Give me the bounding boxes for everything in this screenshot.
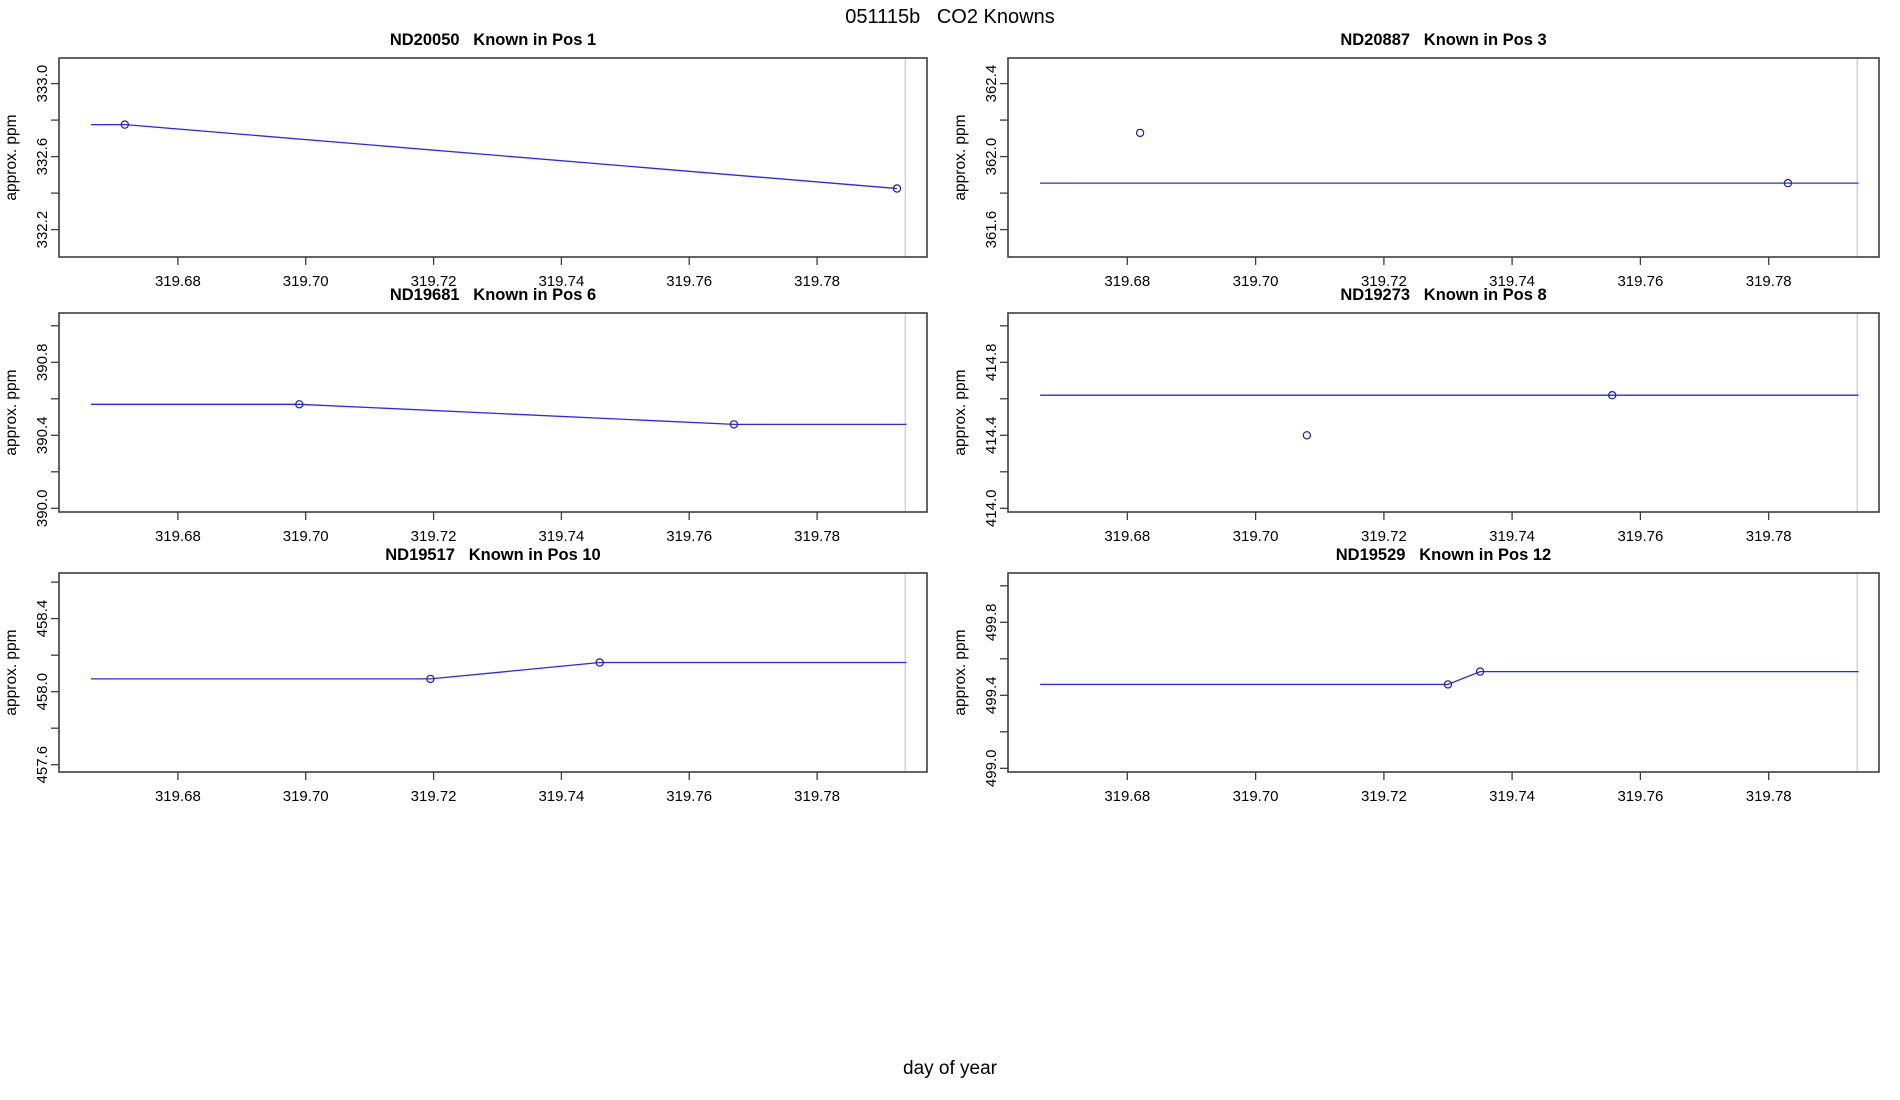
figure-title: 051115b CO2 Knowns [845, 6, 1055, 28]
x-tick-label: 319.68 [155, 788, 201, 805]
y-axis-title: approx. ppm [952, 369, 969, 455]
y-tick-label: 390.8 [34, 344, 51, 382]
panel-plot-ND19517: 457.6 458.0 458.4 319.68 319.70 319.72 319.74 3… [3, 572, 928, 805]
data-line [1040, 670, 1859, 686]
x-tick-label: 319.74 [538, 273, 584, 290]
x-tick-label: 319.70 [283, 528, 329, 545]
y-tick-label: 390.4 [34, 417, 51, 455]
panel-plot-ND19681: 390.0 390.4 390.8 319.68 319.70 319.72 319.74 3… [3, 312, 928, 545]
x-tick-label: 319.78 [794, 273, 840, 290]
y-tick-label: 457.6 [34, 746, 51, 784]
y-axis-title: approx. ppm [3, 114, 20, 200]
y-tick-label: 333.0 [34, 65, 51, 103]
plot-box [58, 57, 928, 258]
panel-title-ND20887: ND20887 Known in Pos 3 [1340, 31, 1547, 49]
panel-plot-ND20050: 332.2 332.6 333.0 319.68 319.70 319.72 319.74 3… [3, 57, 928, 290]
panel-title-ND20050: ND20050 Known in Pos 1 [389, 31, 597, 49]
x-tick-label: 319.72 [411, 788, 457, 805]
x-tick-label: 319.70 [1233, 528, 1279, 545]
data-line [91, 123, 898, 190]
x-tick-label: 319.78 [794, 528, 840, 545]
x-tick-label: 319.68 [1104, 788, 1150, 805]
y-axis-title: approx. ppm [3, 369, 20, 455]
y-tick-label: 362.0 [983, 138, 1000, 176]
x-tick-label: 319.76 [1617, 273, 1663, 290]
data-line [91, 403, 907, 426]
x-tick-label: 319.70 [283, 788, 329, 805]
data-point [1302, 431, 1312, 440]
data-point [295, 400, 304, 409]
y-tick-label: 362.4 [983, 65, 1000, 103]
data-point [1608, 390, 1617, 400]
x-tick-label: 319.70 [1233, 788, 1279, 805]
x-tick-label: 319.78 [1746, 528, 1792, 545]
x-tick-label: 319.72 [1361, 273, 1407, 290]
x-tick-label: 319.74 [1489, 788, 1535, 805]
y-tick-label: 458.0 [34, 673, 51, 711]
y-axis-title: approx. ppm [952, 114, 969, 200]
panel-plot-ND19529: 499.0 499.4 499.8 319.68 319.70 319.72 319.74 3… [952, 572, 1880, 805]
y-tick-label: 499.8 [983, 604, 1000, 642]
plot-box [1007, 57, 1880, 258]
x-tick-label: 319.68 [155, 528, 201, 545]
x-tick-label: 319.70 [1233, 273, 1279, 290]
x-tick-label: 319.72 [411, 528, 457, 545]
x-tick-label: 319.78 [794, 788, 840, 805]
data-point [1443, 680, 1453, 689]
plot-box [1007, 312, 1880, 513]
panel-plot-ND20887: 361.6 362.0 362.4 319.68 319.70 319.72 319.74 3… [952, 57, 1880, 290]
y-tick-label: 361.6 [983, 211, 1000, 249]
plot-box [1007, 572, 1880, 773]
data-point [595, 658, 604, 667]
y-tick-label: 414.4 [983, 417, 1000, 455]
x-tick-label: 319.76 [666, 788, 712, 805]
x-tick-label: 319.74 [538, 788, 584, 805]
data-point [892, 184, 902, 193]
y-tick-label: 390.0 [34, 490, 51, 528]
panel-title-ND19517: ND19517 Known in Pos 10 [385, 546, 601, 564]
data-line [91, 661, 907, 680]
data-point [120, 120, 130, 129]
x-tick-label: 319.72 [1361, 788, 1407, 805]
x-tick-label: 319.70 [283, 273, 329, 290]
panel-title-ND19529: ND19529 Known in Pos 12 [1335, 546, 1552, 564]
y-tick-label: 458.4 [34, 600, 51, 638]
plot-box [58, 312, 928, 513]
data-point [426, 674, 435, 684]
x-tick-label: 319.74 [1489, 528, 1535, 545]
x-tick-label: 319.68 [1104, 273, 1150, 290]
data-point [1475, 667, 1485, 676]
data-point [1135, 128, 1145, 138]
x-tick-label: 319.78 [1746, 273, 1792, 290]
y-tick-label: 332.2 [34, 211, 51, 249]
y-tick-label: 414.8 [983, 344, 1000, 382]
x-tick-label: 319.68 [1104, 528, 1150, 545]
y-tick-label: 499.0 [983, 750, 1000, 788]
x-tick-label: 319.76 [1617, 528, 1663, 545]
x-tick-label: 319.74 [538, 528, 584, 545]
panel-title-ND19681: ND19681 Known in Pos 6 [389, 286, 597, 304]
panel-plot-ND19273: 414.0 414.4 414.8 319.68 319.70 319.72 319.74 3… [952, 312, 1880, 545]
x-tick-label: 319.68 [155, 273, 201, 290]
x-tick-label: 319.72 [411, 273, 457, 290]
y-tick-label: 499.4 [983, 677, 1000, 715]
x-tick-label: 319.78 [1746, 788, 1792, 805]
y-axis-title: approx. ppm [3, 629, 20, 715]
panel-title-ND19273: ND19273 Known in Pos 8 [1340, 286, 1547, 304]
x-tick-label: 319.74 [1489, 273, 1535, 290]
x-tick-label: 319.72 [1361, 528, 1407, 545]
x-tick-label: 319.76 [1617, 788, 1663, 805]
y-tick-label: 332.6 [34, 138, 51, 176]
plot-box [58, 572, 928, 773]
x-tick-label: 319.76 [666, 273, 712, 290]
y-axis-title: approx. ppm [952, 629, 969, 715]
data-point [729, 420, 739, 429]
x-axis-title: day of year [903, 1058, 997, 1079]
x-tick-label: 319.76 [666, 528, 712, 545]
data-point [1783, 178, 1793, 188]
y-tick-label: 414.0 [983, 490, 1000, 528]
